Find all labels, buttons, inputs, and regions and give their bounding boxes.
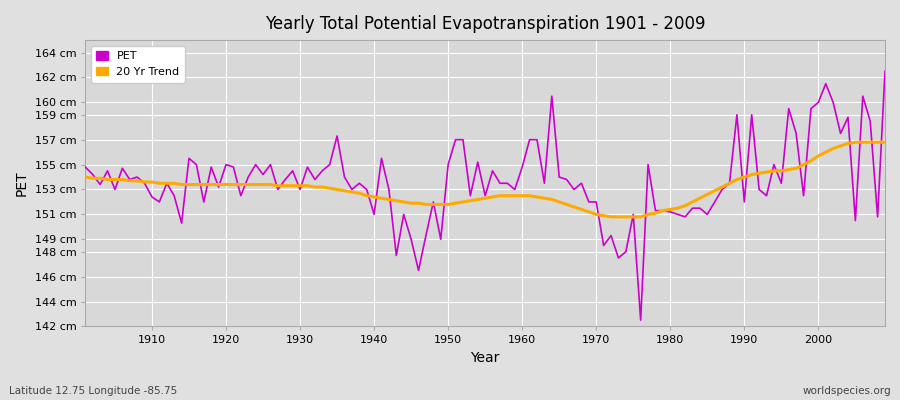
Legend: PET, 20 Yr Trend: PET, 20 Yr Trend (91, 46, 185, 82)
Text: worldspecies.org: worldspecies.org (803, 386, 891, 396)
X-axis label: Year: Year (471, 351, 500, 365)
Y-axis label: PET: PET (15, 170, 29, 196)
Text: Latitude 12.75 Longitude -85.75: Latitude 12.75 Longitude -85.75 (9, 386, 177, 396)
Title: Yearly Total Potential Evapotranspiration 1901 - 2009: Yearly Total Potential Evapotranspiratio… (265, 15, 706, 33)
